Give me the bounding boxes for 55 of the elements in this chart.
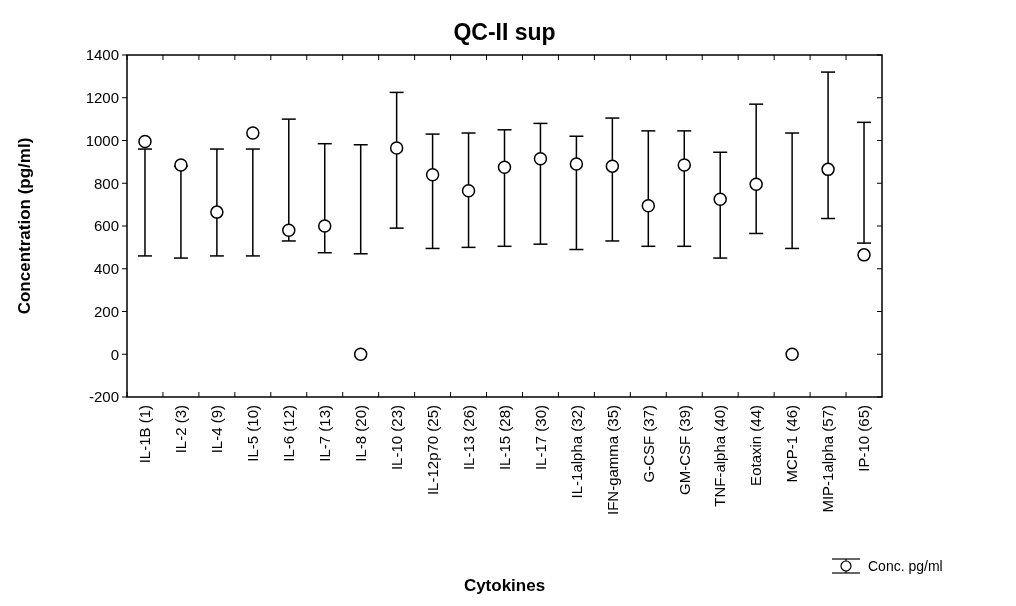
point [425, 167, 440, 182]
point [785, 347, 799, 361]
point [389, 141, 404, 155]
y-tick-label: 400 [93, 260, 119, 277]
x-tick-label: G-CSF (37) [639, 405, 657, 483]
x-tick-label: IL-6 (12) [280, 405, 298, 462]
y-tick-label: 600 [93, 217, 119, 235]
y-tick-label: 1000 [85, 131, 119, 149]
point [569, 157, 584, 171]
x-tick-label: IL-8 (20) [351, 405, 369, 462]
point [677, 158, 692, 172]
x-tick-label: IL-4 (9) [208, 405, 226, 454]
y-axis-title: Concentration (pg/ml) [14, 137, 34, 315]
point [317, 219, 332, 233]
x-tick-label: IL-5 (10) [244, 405, 262, 462]
legend-label: Conc. pg/ml [868, 557, 943, 574]
y-tick-label: 200 [93, 302, 119, 320]
point [821, 162, 835, 177]
point [749, 177, 763, 192]
x-tick-label: IFN-gamma (35) [603, 405, 621, 516]
point [353, 347, 368, 361]
point [641, 198, 656, 213]
x-axis-title: Cytokines [463, 576, 546, 595]
point [857, 248, 871, 262]
x-tick-label: IL-7 (13) [315, 405, 333, 462]
point [210, 205, 224, 219]
x-tick-label: MIP-1alpha (57) [819, 405, 837, 513]
y-tick-label: 800 [93, 174, 119, 192]
x-tick-label: MCP-1 (46) [783, 405, 801, 483]
y-tick-label: 1200 [85, 89, 119, 106]
x-tick-label: IL-13 (26) [459, 405, 477, 471]
x-tick-label: TNF-alpha (40) [711, 405, 729, 507]
point [138, 134, 152, 149]
y-tick-label: -200 [88, 388, 119, 406]
y-tick-label: 0 [110, 345, 119, 363]
point [174, 158, 188, 172]
x-tick-label: IL-1alpha (32) [567, 405, 585, 499]
x-tick-label: IL-15 (28) [495, 405, 513, 471]
x-tick-label: Eotaxin (44) [747, 405, 765, 486]
point [246, 126, 260, 140]
point [713, 192, 727, 207]
x-tick-label: IL-12p70 (25) [423, 405, 441, 496]
point [605, 159, 620, 173]
point [533, 151, 548, 166]
point [282, 223, 296, 238]
x-tick-label: IL-2 (3) [172, 405, 190, 454]
x-tick-label: IL-17 (30) [531, 405, 549, 471]
y-tick-label: 1400 [85, 46, 119, 64]
point [497, 160, 512, 174]
x-tick-label: IL-10 (23) [387, 405, 405, 471]
chart-title: QC-II sup [453, 19, 556, 45]
x-tick-label: IL-1B (1) [136, 405, 154, 464]
point [461, 183, 476, 198]
x-tick-label: GM-CSF (39) [675, 405, 693, 495]
x-tick-label: IP-10 (65) [855, 405, 873, 472]
